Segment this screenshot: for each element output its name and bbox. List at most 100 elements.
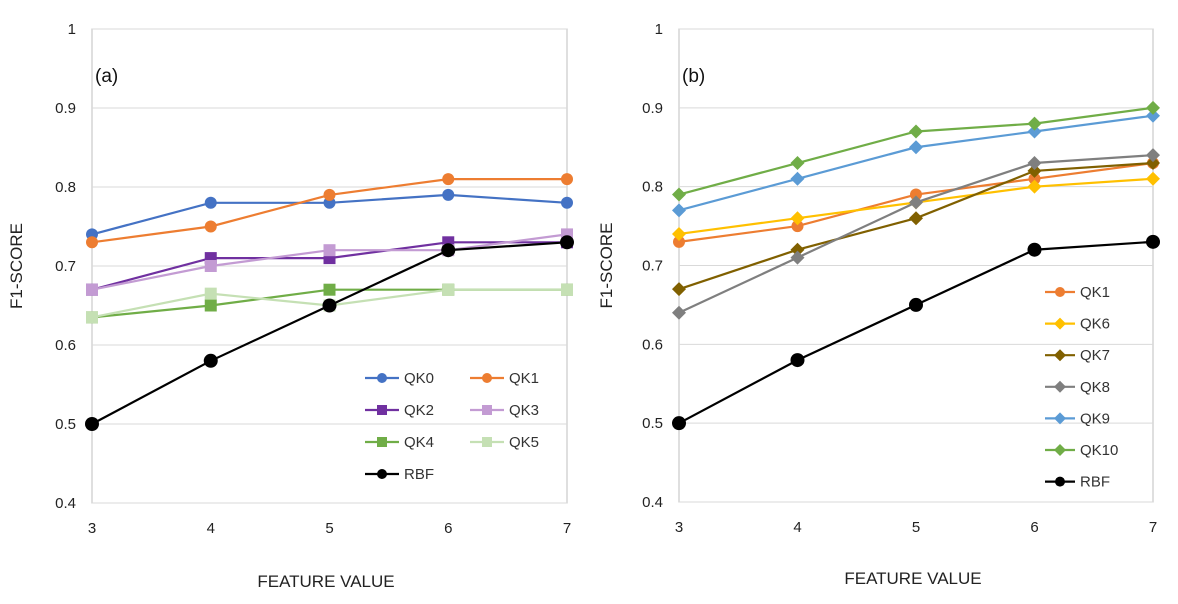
data-point <box>1146 156 1160 171</box>
legend-item: QK6 <box>1045 316 1110 333</box>
legend-swatch-marker <box>377 469 387 479</box>
data-point <box>1027 116 1042 131</box>
y-tick-label: 0.4 <box>55 495 76 512</box>
data-point <box>790 171 805 186</box>
legend-label: QK1 <box>509 370 539 387</box>
y-tick-label: 0.6 <box>55 337 76 354</box>
legend: QK1 QK6 QK7 QK8 QK9 QK10 RBF <box>1045 284 1118 491</box>
legend-label: QK2 <box>404 402 434 419</box>
data-point <box>790 242 805 257</box>
data-point <box>1146 234 1160 249</box>
chart-panel-1: 0.4 0.5 0.6 0.7 0.8 0.9 1 3 4 5 6 7 FEATURE VALUE F1-… <box>7 21 574 591</box>
legend-swatch-marker <box>377 373 387 383</box>
x-tick-label: 5 <box>912 519 920 536</box>
y-tick-label: 0.5 <box>642 415 663 432</box>
legend-swatch-marker <box>377 405 387 415</box>
data-point <box>672 416 686 431</box>
legend-swatch-marker <box>482 373 492 383</box>
legend-label: RBF <box>1080 474 1110 491</box>
data-point <box>790 211 805 226</box>
data-point <box>442 188 455 201</box>
data-point <box>561 196 573 209</box>
panel-label: (a) <box>95 66 118 87</box>
y-tick-label: 0.8 <box>642 179 663 196</box>
data-point <box>672 187 686 202</box>
y-tick-label: 1 <box>655 21 663 38</box>
data-point <box>86 236 98 249</box>
series-rbf <box>672 234 1160 431</box>
data-point <box>1027 242 1042 257</box>
data-point <box>672 203 686 218</box>
data-point <box>1146 171 1160 186</box>
series-qk1 <box>86 173 573 249</box>
data-point <box>323 188 336 201</box>
x-tick-label: 4 <box>793 519 801 536</box>
chart-panel-2: 0.4 0.5 0.6 0.7 0.8 0.9 1 3 4 5 6 7 FEATURE VALUE F1-… <box>597 21 1160 588</box>
x-tick-label: 7 <box>1149 519 1157 536</box>
legend-swatch-marker <box>482 405 492 415</box>
legend-label: QK5 <box>509 434 539 451</box>
legend-swatch-marker <box>1054 444 1066 456</box>
data-point <box>1027 179 1042 194</box>
y-tick-label: 0.6 <box>642 336 663 353</box>
legend-swatch-marker <box>482 437 492 447</box>
y-tick-label: 0.4 <box>642 494 663 511</box>
legend: QK0 QK1 QK2 QK3 QK4 QK5 RBF <box>365 370 539 483</box>
data-point <box>909 140 923 155</box>
y-tick-label: 0.9 <box>642 100 663 117</box>
legend-label: QK8 <box>1080 379 1110 396</box>
legend-item: QK4 <box>365 434 434 451</box>
data-point <box>673 235 685 248</box>
legend-item: QK9 <box>1045 410 1110 427</box>
data-point <box>561 283 573 296</box>
x-axis-label: FEATURE VALUE <box>844 569 981 588</box>
data-point <box>441 243 456 258</box>
x-axis-label: FEATURE VALUE <box>257 572 394 591</box>
x-tick-label: 6 <box>444 520 452 537</box>
legend-swatch-marker <box>1054 317 1066 330</box>
x-tick-label: 5 <box>325 520 333 537</box>
legend-item: QK1 <box>470 370 539 387</box>
y-tick-label: 0.9 <box>55 100 76 117</box>
data-point <box>909 211 923 226</box>
data-point <box>204 220 217 233</box>
legend-item: RBF <box>365 466 434 483</box>
legend-item: QK0 <box>365 370 434 387</box>
data-point <box>86 283 98 296</box>
legend-label: QK1 <box>1080 284 1110 301</box>
legend-item: QK10 <box>1045 442 1118 459</box>
data-point <box>790 156 805 171</box>
data-point <box>791 220 804 233</box>
legend-item: RBF <box>1045 474 1110 491</box>
data-point <box>1027 124 1042 139</box>
data-point <box>204 260 217 272</box>
data-point <box>204 299 217 312</box>
data-point <box>204 287 217 300</box>
data-point <box>1146 100 1160 115</box>
data-point <box>1146 108 1160 123</box>
data-point <box>323 283 336 296</box>
data-point <box>790 250 805 265</box>
series-qk10 <box>672 100 1160 202</box>
data-point <box>203 353 218 368</box>
data-point <box>909 124 923 139</box>
y-tick-label: 0.7 <box>642 258 663 275</box>
series-qk7 <box>672 156 1160 297</box>
legend-swatch-marker <box>1054 349 1066 362</box>
y-tick-label: 0.8 <box>55 179 76 196</box>
legend-item: QK3 <box>470 402 539 419</box>
panel-label: (b) <box>682 66 705 87</box>
data-point <box>790 353 805 368</box>
x-tick-label: 7 <box>563 520 571 537</box>
y-axis-label: F1-SCORE <box>7 223 26 309</box>
legend-item: QK1 <box>1045 284 1110 301</box>
legend-item: QK5 <box>470 434 539 451</box>
series-qk9 <box>672 108 1160 218</box>
legend-label: QK10 <box>1080 442 1118 459</box>
legend-swatch-marker <box>1055 287 1065 297</box>
data-point <box>85 417 99 431</box>
legend-swatch-marker <box>1054 412 1066 425</box>
data-point <box>909 195 923 210</box>
legend-item: QK8 <box>1045 379 1110 396</box>
